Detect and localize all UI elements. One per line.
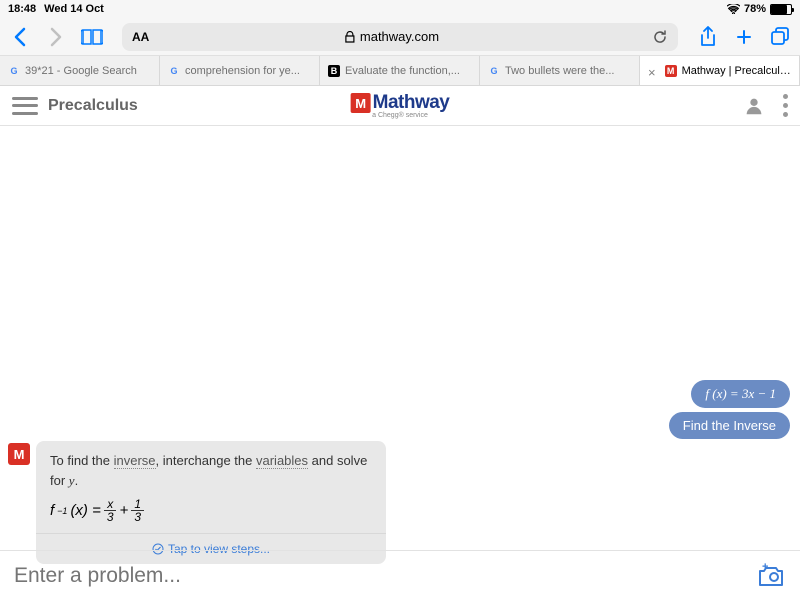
favicon-mathway-icon: M xyxy=(665,65,677,77)
favicon-google-icon: G xyxy=(8,65,20,77)
tab-label: 39*21 - Google Search xyxy=(25,65,137,77)
status-bar: 18:48 Wed 14 Oct 78% xyxy=(0,0,800,18)
back-button[interactable] xyxy=(8,25,32,49)
brand-subtext: a Chegg® service xyxy=(372,112,428,119)
answer-text: To find the inverse, interchange the var… xyxy=(50,451,372,490)
menu-button[interactable] xyxy=(12,97,38,115)
svg-text:+: + xyxy=(762,563,768,573)
chat-area: f (x) = 3x − 1 Find the Inverse M To fin… xyxy=(0,126,800,550)
tab-label: comprehension for ye... xyxy=(185,65,300,77)
subject-label[interactable]: Precalculus xyxy=(48,97,138,115)
favicon-brainly-icon: B xyxy=(328,65,340,77)
tab-item[interactable]: G 39*21 - Google Search xyxy=(0,56,160,85)
link-variables[interactable]: variables xyxy=(256,453,308,469)
assistant-message[interactable]: To find the inverse, interchange the var… xyxy=(36,441,386,564)
assistant-avatar-icon: M xyxy=(8,443,30,465)
favicon-google-icon: G xyxy=(168,65,180,77)
user-message-command[interactable]: Find the Inverse xyxy=(669,412,790,439)
tab-item[interactable]: G comprehension for ye... xyxy=(160,56,320,85)
status-date: Wed 14 Oct xyxy=(44,3,104,15)
link-inverse[interactable]: inverse xyxy=(114,453,156,469)
camera-button[interactable]: + xyxy=(756,563,786,589)
tab-strip: G 39*21 - Google Search G comprehension … xyxy=(0,56,800,86)
text-size-button[interactable]: AA xyxy=(132,30,149,44)
share-button[interactable] xyxy=(696,25,720,49)
brand-text: Mathway xyxy=(373,92,450,114)
url-text: mathway.com xyxy=(360,29,439,44)
input-bar: + xyxy=(0,550,800,600)
lock-icon xyxy=(345,31,355,43)
tab-label: Mathway | Precalculu... xyxy=(682,65,791,77)
battery-icon xyxy=(770,4,792,15)
url-bar[interactable]: AA mathway.com xyxy=(122,23,678,51)
problem-input[interactable] xyxy=(14,564,756,588)
tabs-button[interactable] xyxy=(768,25,792,49)
more-menu-button[interactable] xyxy=(783,94,788,117)
tab-label: Two bullets were the... xyxy=(505,65,614,77)
new-tab-button[interactable] xyxy=(732,25,756,49)
user-message-equation[interactable]: f (x) = 3x − 1 xyxy=(691,380,790,408)
refresh-icon[interactable] xyxy=(652,29,668,45)
bookmarks-button[interactable] xyxy=(80,25,104,49)
status-time: 18:48 xyxy=(8,3,36,15)
answer-math: f−1 (x) = x3 + 13 xyxy=(50,498,372,523)
browser-toolbar: AA mathway.com xyxy=(0,18,800,56)
brand-logo[interactable]: M Mathway a Chegg® service xyxy=(351,92,450,119)
tab-item-active[interactable]: × M Mathway | Precalculu... xyxy=(640,56,800,85)
brand-mark-icon: M xyxy=(351,93,371,113)
favicon-google-icon: G xyxy=(488,65,500,77)
close-tab-icon[interactable]: × xyxy=(648,65,660,77)
tab-item[interactable]: G Two bullets were the... xyxy=(480,56,640,85)
wifi-icon xyxy=(727,4,740,14)
forward-button[interactable] xyxy=(44,25,68,49)
tab-item[interactable]: B Evaluate the function,... xyxy=(320,56,480,85)
app-header: Precalculus M Mathway a Chegg® service xyxy=(0,86,800,126)
user-icon[interactable] xyxy=(743,95,765,117)
battery-pct: 78% xyxy=(744,3,766,15)
tab-label: Evaluate the function,... xyxy=(345,65,460,77)
